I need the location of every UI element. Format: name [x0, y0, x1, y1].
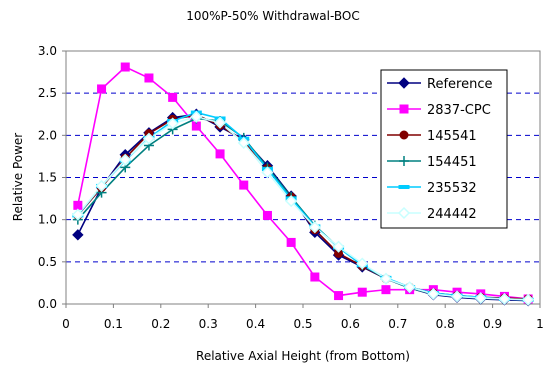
- x-tick-label: 0.8: [436, 317, 455, 331]
- legend-marker: [398, 185, 410, 189]
- data-point: [261, 166, 274, 179]
- y-tick-label: 3.0: [38, 44, 57, 58]
- x-axis-label: Relative Axial Height (from Bottom): [196, 349, 410, 363]
- x-tick-label: 0.9: [483, 317, 502, 331]
- legend-marker: [399, 156, 409, 166]
- data-point: [450, 290, 464, 303]
- data-point: [237, 136, 250, 149]
- x-tick-label: 0: [62, 317, 70, 331]
- data-point: [213, 116, 227, 129]
- data-point: [403, 281, 416, 294]
- data-point: [522, 293, 535, 306]
- data-point: [142, 132, 156, 145]
- x-tick-label: 0.2: [151, 317, 170, 331]
- x-tick-label: 0.6: [341, 317, 360, 331]
- y-tick-label: 2.0: [38, 128, 57, 142]
- data-point: [262, 210, 272, 220]
- data-point: [168, 92, 178, 102]
- legend-label: 145541: [427, 129, 477, 144]
- x-tick-label: 0.1: [104, 317, 123, 331]
- legend-label: 235532: [427, 181, 477, 196]
- legend: Reference 2837-CPC 145541 154451 235532 24444…: [380, 69, 508, 229]
- data-point: [334, 291, 344, 301]
- legend-label: 244442: [427, 207, 477, 222]
- y-tick-label: 0.0: [38, 297, 57, 311]
- x-axis: 0 0.1 0.2 0.3 0.4 0.5 0.6 0.7 0.8 0.9 1: [62, 304, 544, 331]
- x-tick-label: 0.5: [293, 317, 312, 331]
- legend-marker: [399, 104, 409, 114]
- data-point: [310, 272, 320, 282]
- data-point: [72, 229, 84, 241]
- legend-label: 154451: [427, 155, 477, 170]
- series-markers: [71, 62, 535, 307]
- legend-box: [380, 69, 508, 229]
- legend-marker: [398, 77, 410, 89]
- data-point: [381, 285, 391, 295]
- chart-title: 100%P-50% Withdrawal-BOC: [186, 9, 360, 23]
- data-point: [379, 272, 393, 285]
- data-point: [71, 208, 84, 221]
- x-tick-label: 1: [536, 317, 544, 331]
- data-point: [95, 179, 108, 192]
- legend-marker: [399, 130, 409, 140]
- data-point: [239, 180, 249, 190]
- legend-label: Reference: [427, 77, 492, 92]
- data-point: [286, 237, 296, 247]
- data-point: [356, 257, 369, 270]
- data-point: [144, 73, 154, 83]
- data-point: [357, 287, 367, 297]
- data-point: [166, 117, 179, 130]
- y-axis: 0.0 0.5 1.0 1.5 2.0 2.5 3.0: [38, 44, 66, 311]
- data-point: [285, 195, 298, 208]
- data-point: [308, 221, 321, 234]
- y-axis-label: Relative Power: [11, 133, 25, 222]
- data-point: [120, 62, 130, 72]
- y-tick-label: 1.0: [38, 213, 57, 227]
- data-point: [427, 287, 440, 300]
- data-point: [498, 292, 511, 306]
- y-tick-label: 2.5: [38, 86, 57, 100]
- legend-marker: [397, 206, 411, 220]
- data-point: [190, 110, 203, 123]
- x-tick-label: 0.3: [199, 317, 218, 331]
- data-point: [73, 200, 83, 210]
- y-tick-label: 0.5: [38, 255, 57, 269]
- data-point: [119, 153, 132, 166]
- data-point: [474, 292, 487, 305]
- grid-lines: [66, 92, 540, 263]
- legend-label: 2837-CPC: [427, 103, 491, 118]
- data-point: [332, 240, 345, 253]
- data-point: [215, 149, 225, 159]
- x-tick-label: 0.4: [246, 317, 265, 331]
- y-tick-label: 1.5: [38, 171, 57, 185]
- data-point: [97, 84, 107, 94]
- x-tick-label: 0.7: [388, 317, 407, 331]
